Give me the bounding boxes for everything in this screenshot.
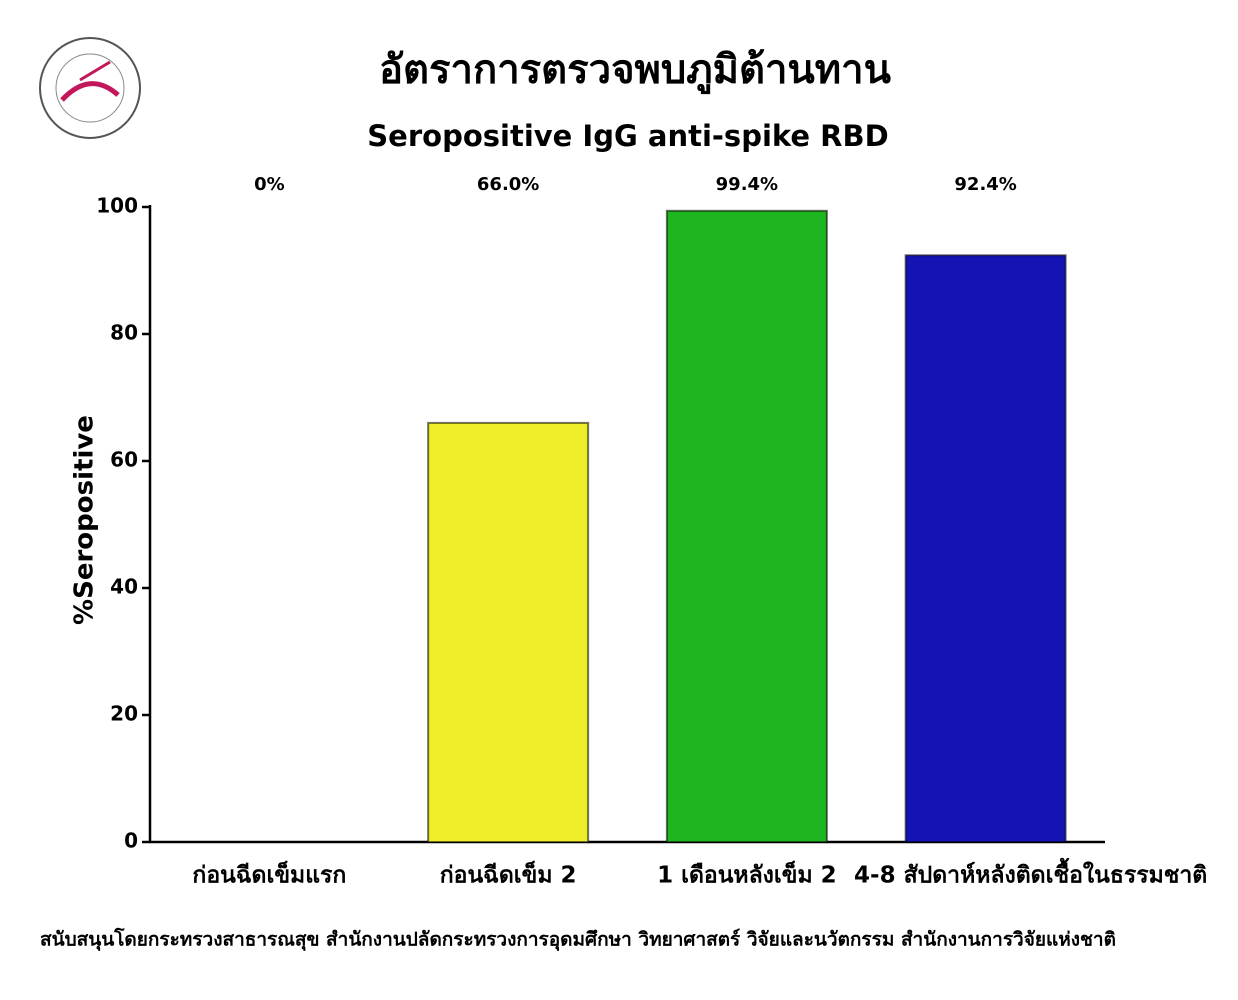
chart-subtitle: Seropositive IgG anti-spike RBD bbox=[367, 119, 888, 153]
bar bbox=[427, 421, 590, 843]
chart-title: อัตราการตรวจพบภูมิต้านทาน bbox=[379, 47, 891, 94]
value-label: 92.4% bbox=[954, 174, 1016, 195]
logo bbox=[39, 37, 141, 139]
value-label: 99.4% bbox=[716, 174, 778, 195]
y-tick-label: 100 bbox=[96, 194, 138, 218]
y-tick-label: 80 bbox=[110, 321, 138, 345]
y-tick-label: 0 bbox=[124, 829, 138, 853]
bar bbox=[904, 254, 1067, 843]
x-tick-label: 1 เดือนหลังเข็ม 2 bbox=[657, 860, 837, 889]
footer: สนับสนุนโดยกระทรวงสาธารณสุข สำนักงานปลัด… bbox=[40, 928, 1116, 952]
x-tick-label: ก่อนฉีดเข็มแรก bbox=[192, 860, 346, 889]
y-tick-label: 40 bbox=[110, 575, 138, 599]
y-tick-label: 60 bbox=[110, 448, 138, 472]
x-tick-label: ก่อนฉีดเข็ม 2 bbox=[440, 860, 577, 889]
y-tick-label: 20 bbox=[110, 702, 138, 726]
bar bbox=[665, 209, 828, 843]
x-tick-label: 4-8 สัปดาห์หลังติดเชื้อในธรรมชาติ bbox=[854, 858, 1207, 889]
y-axis-label: %Seropositive bbox=[70, 415, 100, 625]
value-label: 0% bbox=[254, 174, 285, 195]
value-label: 66.0% bbox=[477, 174, 539, 195]
